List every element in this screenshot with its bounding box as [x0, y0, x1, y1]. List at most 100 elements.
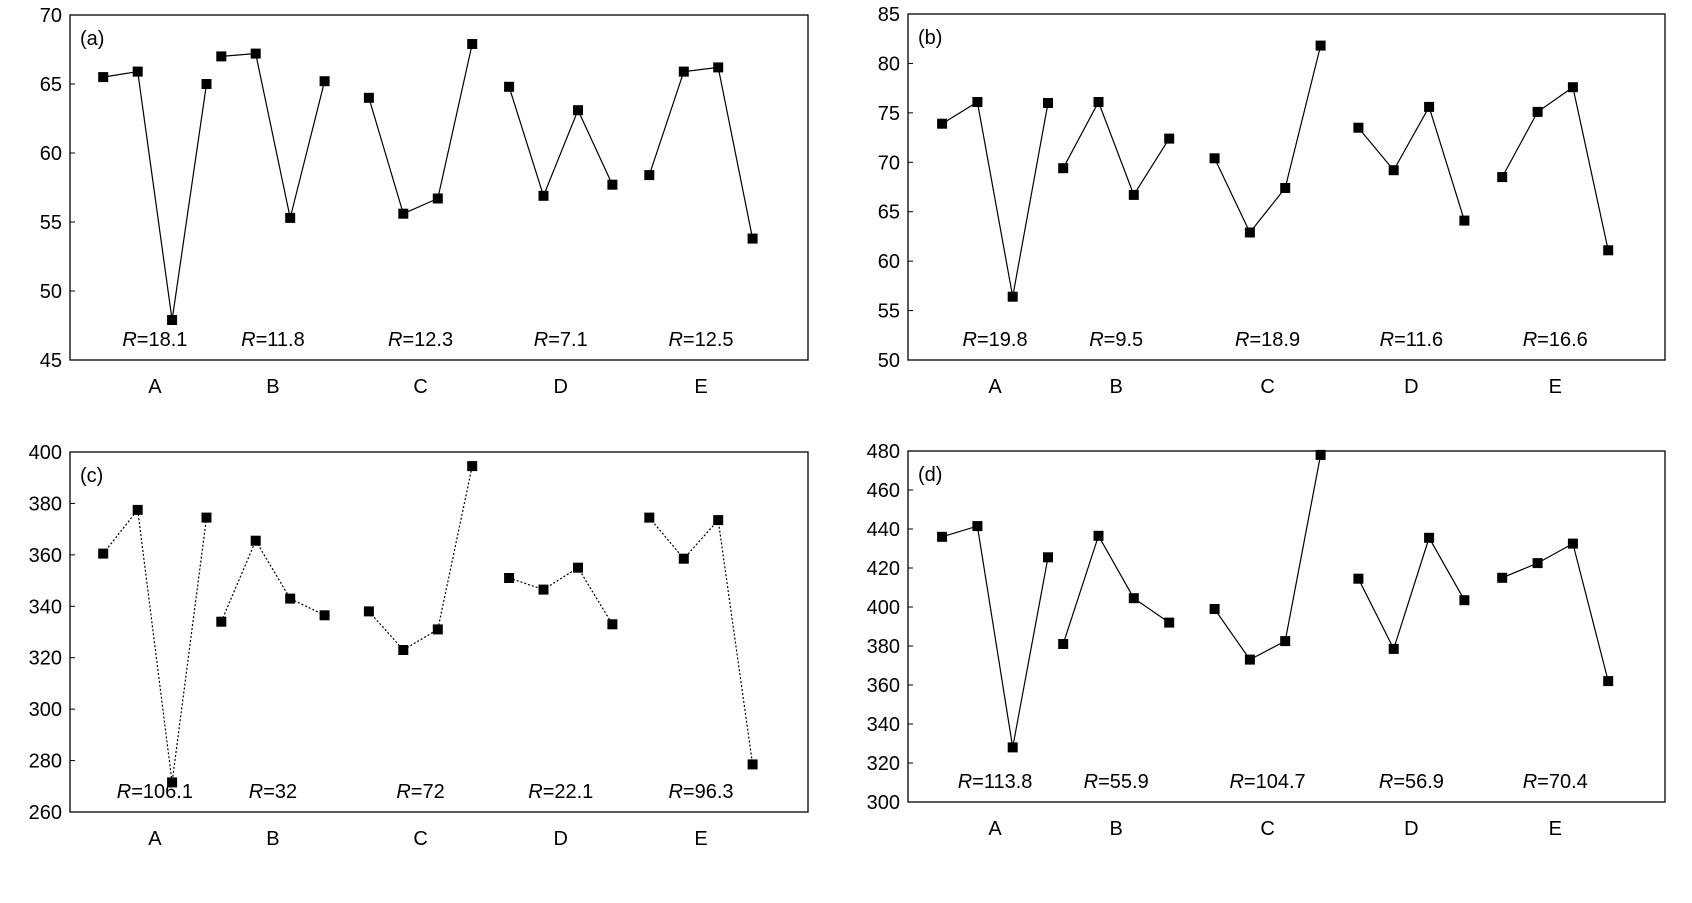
data-point [1209, 153, 1220, 164]
data-point [1388, 165, 1399, 176]
data-point [432, 193, 443, 204]
data-point [319, 76, 330, 87]
x-category-label: D [1404, 818, 1418, 840]
panel-a-frame [69, 14, 809, 361]
range-label: R=106.1 [117, 781, 193, 803]
y-tick-label: 320 [29, 648, 62, 670]
x-category-label: A [148, 376, 162, 398]
data-point [319, 610, 330, 621]
y-tick-label: 70 [878, 152, 900, 174]
data-point [1128, 189, 1139, 200]
x-category-label: A [148, 828, 162, 850]
data-point [972, 97, 983, 107]
y-tick-label: 65 [878, 202, 900, 224]
data-point [538, 584, 549, 595]
x-category-label: C [413, 376, 427, 398]
data-point [937, 118, 948, 129]
data-point [1007, 291, 1018, 302]
group-C: R=72 [363, 461, 478, 803]
series-line [1214, 45, 1322, 234]
group-E: R=12.5 [644, 62, 758, 351]
data-point [1353, 573, 1364, 584]
series-line [508, 566, 613, 625]
panel-b: 50 55 60 65 70 75 80 85 (b) A B C D E R=19.8 R=9.5 R=18.… [878, 4, 1666, 398]
y-tick-label: 320 [867, 753, 900, 775]
y-tick-label: 70 [40, 5, 62, 27]
y-tick-label: 380 [867, 636, 900, 658]
y-tick-label: 50 [40, 281, 62, 303]
data-point [678, 66, 689, 77]
series-line [1357, 105, 1465, 221]
data-point [132, 66, 143, 77]
x-category-label: A [988, 818, 1002, 840]
series-line [648, 66, 754, 239]
panel-label: (d) [918, 464, 942, 486]
data-point [1497, 172, 1508, 183]
data-point [398, 645, 409, 655]
group-E: R=96.3 [644, 512, 758, 803]
y-tick-label: 300 [29, 699, 62, 721]
x-category-label: B [1110, 818, 1123, 840]
data-point [573, 105, 583, 116]
x-category-label: B [266, 376, 279, 398]
range-label: R=96.3 [668, 781, 733, 803]
data-point [1280, 636, 1291, 647]
series-line [1214, 454, 1322, 661]
panel-label: (b) [918, 27, 942, 49]
range-label: R=32 [249, 781, 297, 803]
x-category-label: D [554, 376, 568, 398]
x-category-label: C [1260, 818, 1274, 840]
data-point [1164, 133, 1175, 144]
x-category-label: C [1260, 376, 1274, 398]
x-category-label: E [1549, 818, 1562, 840]
data-point [1567, 82, 1578, 93]
data-point [678, 553, 689, 564]
series-line [1062, 100, 1170, 197]
data-point [167, 777, 178, 788]
range-label: R=7.1 [534, 329, 588, 351]
data-point [573, 562, 583, 573]
x-category-label: B [266, 828, 279, 850]
y-tick-label: 300 [867, 792, 900, 814]
group-C: R=18.9 [1209, 40, 1326, 351]
panel-label: (a) [80, 28, 104, 50]
data-point [467, 39, 478, 49]
data-point [504, 81, 515, 92]
group-B: R=9.5 [1058, 97, 1175, 351]
data-point [1058, 639, 1069, 649]
data-point [216, 616, 227, 627]
y-tick-label: 460 [867, 480, 900, 502]
series-line [1357, 536, 1465, 651]
x-category-label: B [1110, 376, 1123, 398]
range-label: R=56.9 [1379, 771, 1444, 793]
x-category-label: D [554, 828, 568, 850]
y-tick-label: 60 [878, 251, 900, 273]
y-tick-label: 75 [878, 103, 900, 125]
data-point [1093, 97, 1104, 107]
data-point [398, 208, 409, 219]
y-tick-label: 80 [878, 53, 900, 75]
group-A: R=106.1 [98, 504, 212, 803]
data-point [1315, 40, 1326, 51]
data-point [363, 606, 374, 617]
y-tick-label: 400 [867, 597, 900, 619]
group-E: R=70.4 [1497, 538, 1614, 793]
data-point [467, 461, 478, 472]
panel-b-frame [907, 13, 1666, 361]
data-point [1209, 604, 1220, 614]
data-point [1043, 98, 1053, 108]
range-label: R=104.7 [1229, 771, 1305, 793]
data-point [1459, 215, 1470, 226]
x-category-label: E [694, 828, 707, 850]
range-label: R=16.6 [1523, 329, 1588, 351]
data-point [1603, 676, 1614, 687]
data-point [201, 79, 212, 89]
data-point [937, 531, 948, 542]
x-category-label: C [413, 828, 427, 850]
range-label: R=11.8 [241, 329, 305, 351]
range-label: R=55.9 [1084, 771, 1149, 793]
y-tick-label: 340 [29, 596, 62, 618]
series-line [102, 508, 208, 783]
y-tick-label: 65 [40, 74, 62, 96]
data-point [1315, 449, 1326, 460]
